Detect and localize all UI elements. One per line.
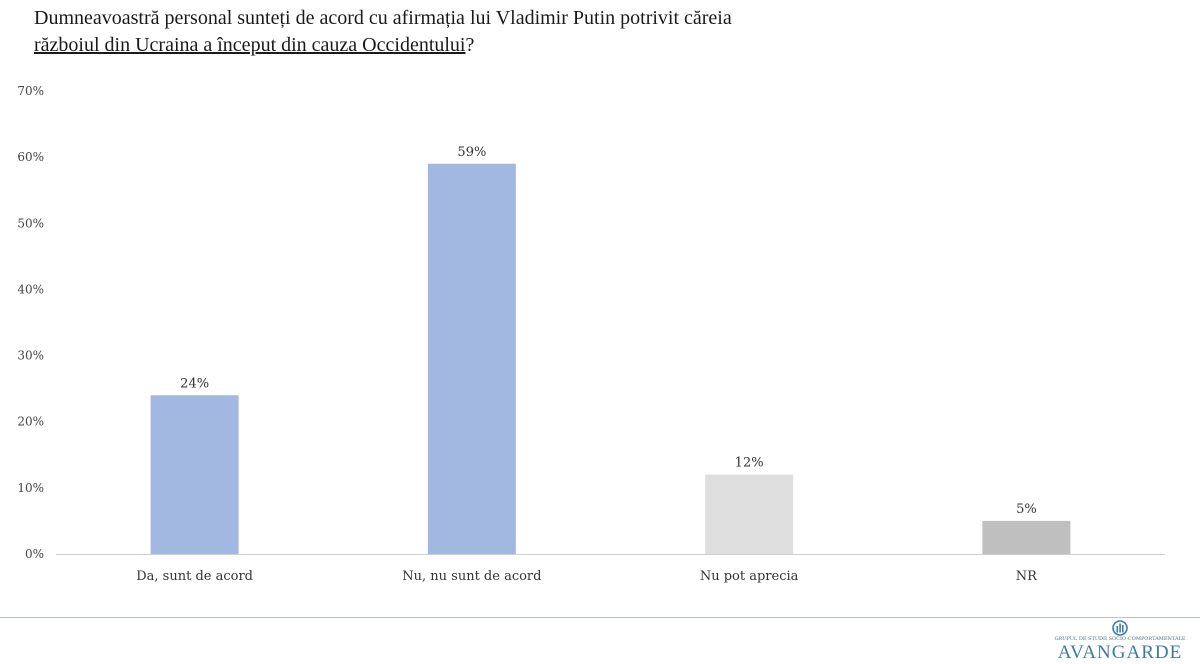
logo-name: AVANGARDE xyxy=(1057,642,1183,663)
y-tick-label: 60% xyxy=(17,150,44,164)
data-label: 59% xyxy=(457,145,486,160)
y-tick-label: 70% xyxy=(17,84,44,98)
chart-title: Dumneavoastră personal sunteți de acord … xyxy=(34,5,1174,59)
bar xyxy=(982,520,1071,554)
logo-subtitle: GRUPUL DE STUDII SOCIO-COMPORTAMENTALE xyxy=(1054,636,1186,642)
title-line-2: războiul din Ucraina a început din cauza… xyxy=(34,32,1174,59)
footer-divider xyxy=(0,617,1200,618)
y-tick-label: 30% xyxy=(17,349,44,363)
avangarde-logo: GRUPUL DE STUDII SOCIO-COMPORTAMENTALE A… xyxy=(1040,620,1200,664)
x-tick-label: Nu, nu sunt de acord xyxy=(402,569,541,584)
x-tick-label: Da, sunt de acord xyxy=(136,569,253,584)
title-underlined: războiul din Ucraina a început din cauza… xyxy=(34,34,466,56)
title-part1: Dumneavoastră personal sunteți de acord … xyxy=(34,7,732,29)
y-tick-label: 50% xyxy=(17,216,44,230)
data-label: 24% xyxy=(180,376,209,391)
data-label: 5% xyxy=(1016,502,1037,517)
bar xyxy=(150,395,239,554)
bar xyxy=(427,163,516,554)
data-label: 12% xyxy=(735,456,764,471)
bar xyxy=(705,474,794,554)
y-tick-label: 10% xyxy=(17,481,44,495)
title-part2: ? xyxy=(465,34,475,56)
y-tick-label: 0% xyxy=(25,547,44,561)
logo-emblem-icon xyxy=(1112,620,1128,636)
y-tick-label: 20% xyxy=(17,415,44,429)
title-line-1: Dumneavoastră personal sunteți de acord … xyxy=(34,5,1174,32)
x-tick-label: Nu pot aprecia xyxy=(700,569,799,584)
y-tick-label: 40% xyxy=(17,282,44,296)
bar-chart: 0% 10% 20% 30% 40% 50% 60% 70% 24% Da, sunt de ac… xyxy=(17,84,1165,584)
x-tick-label: NR xyxy=(1016,569,1038,584)
